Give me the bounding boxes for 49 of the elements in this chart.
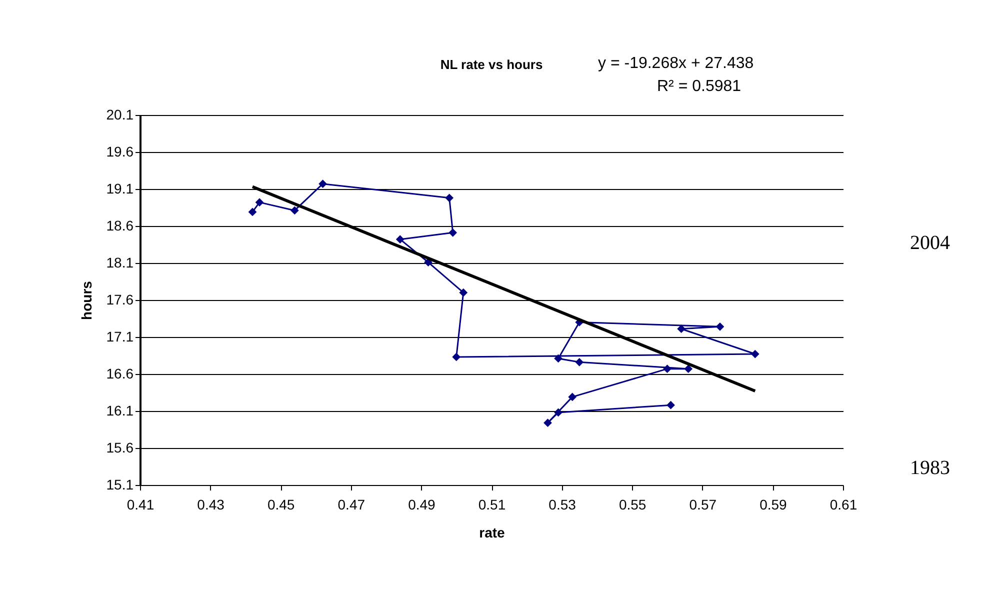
point	[666, 400, 675, 410]
point	[750, 350, 760, 358]
point	[459, 288, 468, 297]
text: y = -19.268x + 27.438	[598, 55, 754, 73]
y-tick-label: 15.6	[106, 440, 134, 456]
point	[684, 364, 693, 374]
y-axis-title: hours	[78, 280, 94, 320]
point	[248, 208, 257, 216]
x-tick-label: 0.41	[126, 496, 154, 512]
y-tick-label: 17.1	[106, 328, 134, 344]
point	[318, 180, 327, 188]
point	[452, 352, 461, 362]
point	[544, 418, 552, 428]
y-tick-label: 19.6	[106, 144, 134, 160]
text: 1983	[910, 457, 950, 480]
point	[448, 228, 458, 237]
point	[396, 235, 404, 244]
y-tick-label: 20.1	[106, 106, 134, 122]
y-tick-label: 17.6	[106, 292, 134, 308]
x-tick-label: 0.53	[548, 496, 576, 512]
point	[568, 392, 577, 402]
y-tick-label: 16.6	[106, 366, 134, 382]
point	[445, 194, 454, 202]
x-tick-label: 0.59	[760, 496, 788, 512]
y-tick-label: 16.1	[106, 402, 134, 418]
y-tick-label: 18.6	[106, 218, 134, 234]
y-tick-label: 18.1	[106, 254, 134, 270]
y-tick-label: 19.1	[106, 180, 134, 196]
chart-title: NL rate vs hours	[440, 57, 543, 72]
point	[663, 364, 672, 374]
point	[554, 408, 562, 417]
x-tick-label: 0.51	[478, 496, 506, 512]
point	[554, 354, 562, 363]
point	[716, 322, 724, 331]
x-tick-label: 0.55	[618, 496, 646, 512]
x-tick-label: 0.43	[197, 496, 225, 512]
text: 2004	[910, 232, 950, 255]
point	[575, 358, 584, 366]
x-tick-label: 0.45	[267, 496, 295, 512]
x-tick-label: 0.57	[689, 496, 717, 512]
x-axis-title: rate	[479, 524, 506, 540]
point	[290, 206, 299, 215]
x-tick-label: 0.47	[338, 496, 366, 512]
x-tick-label: 0.49	[408, 496, 436, 512]
y-tick-label: 15.1	[106, 476, 134, 492]
text: R² = 0.5981	[657, 78, 742, 96]
point	[255, 198, 264, 207]
point	[677, 324, 686, 334]
x-tick-label: 0.61	[830, 496, 858, 512]
